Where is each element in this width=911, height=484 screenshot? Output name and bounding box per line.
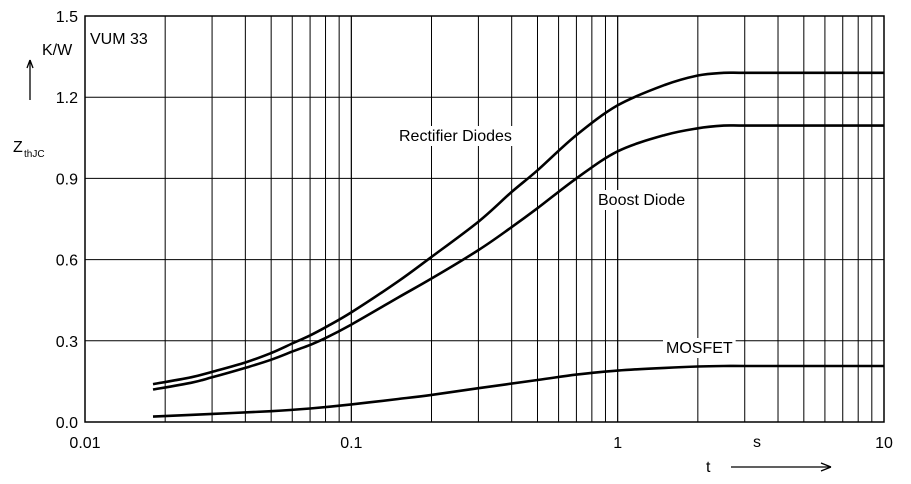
x-tick-label: 0.01	[69, 435, 100, 452]
x-unit-label: s	[753, 434, 761, 451]
x-axis-arrow	[731, 462, 832, 472]
y-axis-arrow	[26, 59, 34, 100]
series-label-background	[663, 338, 736, 358]
plot-frame	[84, 15, 885, 423]
series-labels: Rectifier Diodes Boost Diode MOSFET	[396, 126, 736, 358]
curves	[152, 71, 884, 418]
y-unit-label: K/W	[42, 42, 73, 59]
grid	[84, 15, 885, 423]
series-label-background	[396, 126, 515, 146]
x-axis-label: t	[706, 459, 711, 476]
chart-title: VUM 33	[90, 31, 148, 48]
y-axis-label: Z	[13, 139, 23, 156]
y-tick-label: 0.9	[56, 171, 78, 188]
y-tick-label: 0.6	[56, 253, 78, 270]
x-tick-label: 10	[875, 435, 893, 452]
y-tick-label: 1.2	[56, 90, 78, 107]
tick-labels: 0.0 0.3 0.6 0.9 1.2 1.5 0.01 0.1 1 10	[56, 9, 893, 452]
series-label-boost-diode: Boost Diode	[598, 192, 685, 209]
series-label-mosfet: MOSFET	[666, 340, 733, 357]
x-tick-label: 1	[613, 435, 622, 452]
series-line-rectifier-diodes	[152, 71, 884, 386]
series-label-background	[595, 190, 689, 210]
x-tick-label: 0.1	[340, 435, 362, 452]
y-tick-label: 0.0	[56, 415, 78, 432]
y-tick-label: 1.5	[56, 9, 78, 26]
series-line-boost-diode	[152, 124, 884, 391]
series-label-rectifier-diodes: Rectifier Diodes	[399, 128, 512, 145]
y-axis-label-subscript: thJC	[24, 149, 45, 160]
y-tick-label: 0.3	[56, 334, 78, 351]
series-line-mosfet	[152, 364, 884, 418]
